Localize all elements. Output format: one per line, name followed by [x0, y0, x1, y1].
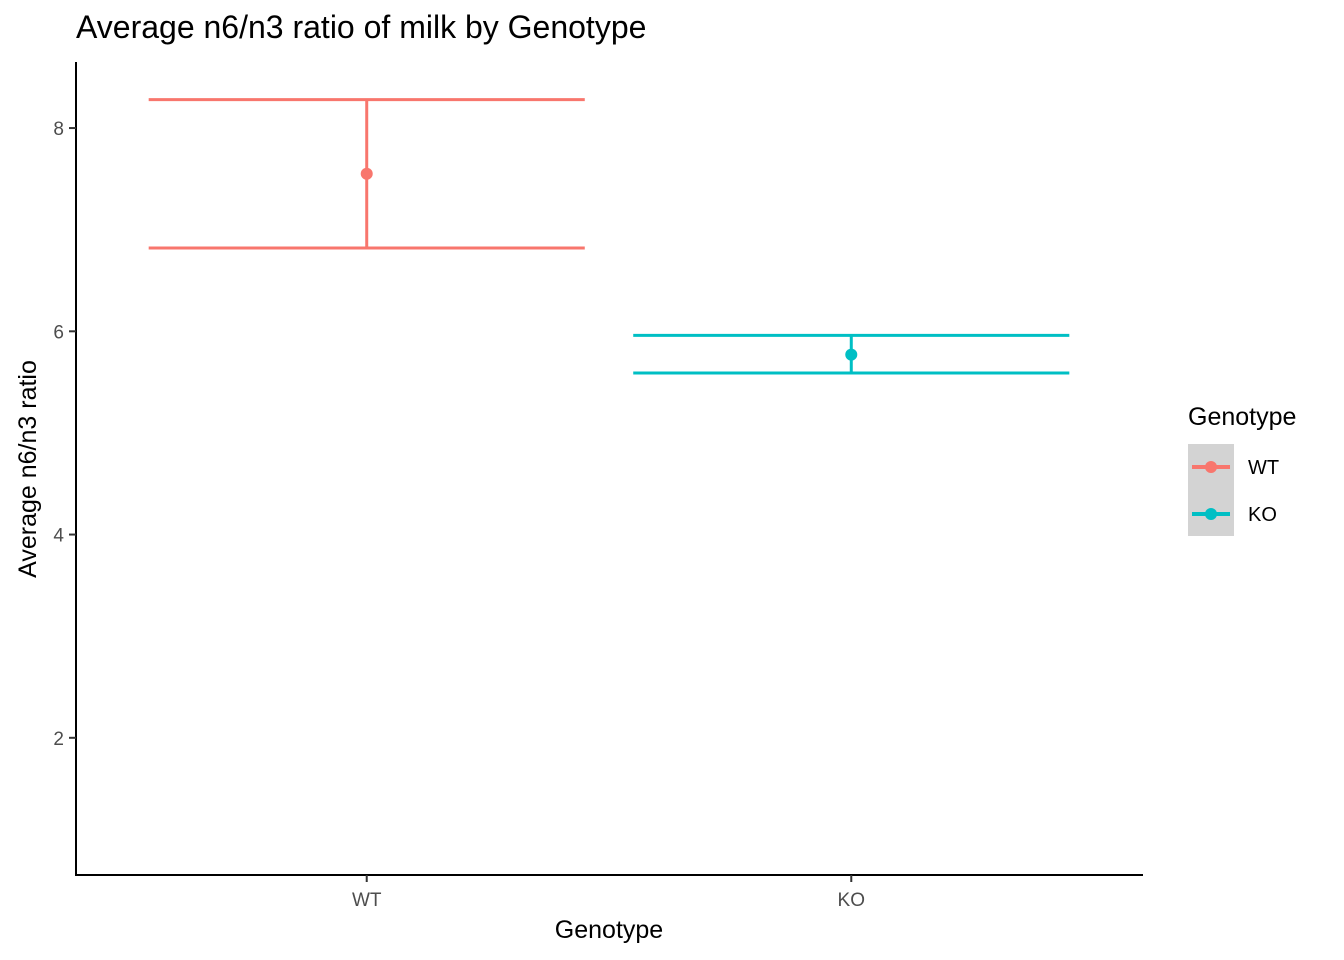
- y-tick-label: 6: [53, 322, 64, 343]
- legend-entries: WT KO: [1192, 457, 1279, 526]
- chart-title: Average n6/n3 ratio of milk by Genotype: [76, 9, 646, 45]
- plot-area: [148, 98, 1070, 375]
- x-axis-ticks: WT KO: [352, 875, 865, 911]
- y-axis-ticks: 2 4 6 8: [53, 119, 76, 750]
- legend-point-key: [1205, 508, 1217, 520]
- y-tick-label: 8: [53, 119, 64, 140]
- legend-title: Genotype: [1188, 403, 1296, 431]
- errorbar-ko: [633, 333, 1070, 375]
- x-tick-label: WT: [352, 890, 382, 911]
- mean-point: [845, 348, 858, 361]
- legend: Genotype WT KO: [1188, 403, 1296, 536]
- legend-label: KO: [1248, 504, 1277, 526]
- x-axis-title: Genotype: [555, 916, 663, 944]
- legend-entry-wt: WT: [1192, 457, 1279, 479]
- y-axis-title: Average n6/n3 ratio: [14, 360, 42, 578]
- legend-point-key: [1205, 461, 1217, 473]
- x-tick-label: KO: [838, 890, 865, 911]
- y-tick-label: 2: [53, 729, 64, 750]
- errorbar-wt: [148, 98, 585, 250]
- y-tick-label: 4: [53, 526, 64, 547]
- legend-label: WT: [1248, 457, 1279, 479]
- legend-entry-ko: KO: [1192, 504, 1277, 526]
- legend-key-background: [1188, 444, 1234, 536]
- mean-point: [360, 167, 373, 180]
